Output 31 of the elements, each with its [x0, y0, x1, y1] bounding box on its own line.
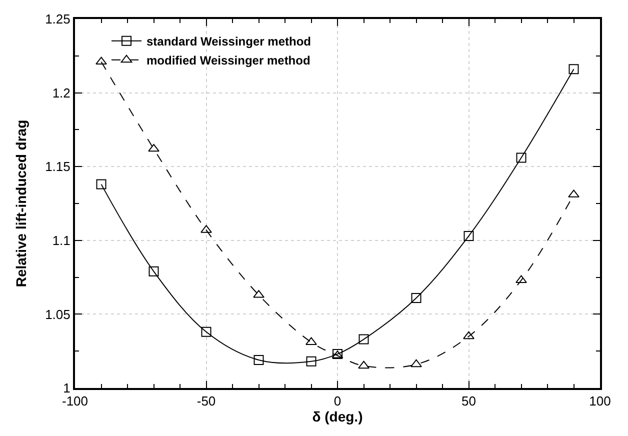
x-tick-label: 50 [462, 394, 476, 409]
point [410, 359, 422, 368]
point [463, 331, 474, 340]
point [332, 349, 344, 360]
point [148, 144, 160, 152]
point [148, 266, 159, 276]
x-tick-label: -50 [196, 394, 216, 409]
x-axis-title: δ (deg.) [312, 408, 363, 425]
point [96, 56, 107, 65]
y-tick-label: 1.1 [52, 232, 70, 248]
point [358, 334, 369, 344]
point [568, 64, 579, 74]
y-tick-label: 1.15 [45, 159, 70, 174]
x-tick-label: -100 [62, 394, 88, 409]
y-tick-label: 1.25 [45, 12, 70, 27]
x-tick-label: 0 [334, 394, 342, 409]
point [516, 152, 526, 163]
point [306, 356, 316, 366]
y-tick-label: 1.05 [45, 306, 70, 322]
y-tick-label: 1.2 [52, 85, 70, 100]
x-tick-label: 100 [589, 394, 611, 409]
point [358, 360, 370, 369]
legend-label: standard Weissinger method [146, 34, 311, 49]
point [201, 326, 212, 337]
point [254, 354, 264, 365]
legend-label: modified Weissinger method [146, 54, 310, 68]
point [96, 179, 106, 190]
y-tick-label: 1 [63, 380, 70, 396]
y-axis-title: Relative lift-induced drag [13, 120, 30, 288]
point [411, 292, 422, 303]
point [464, 230, 474, 241]
